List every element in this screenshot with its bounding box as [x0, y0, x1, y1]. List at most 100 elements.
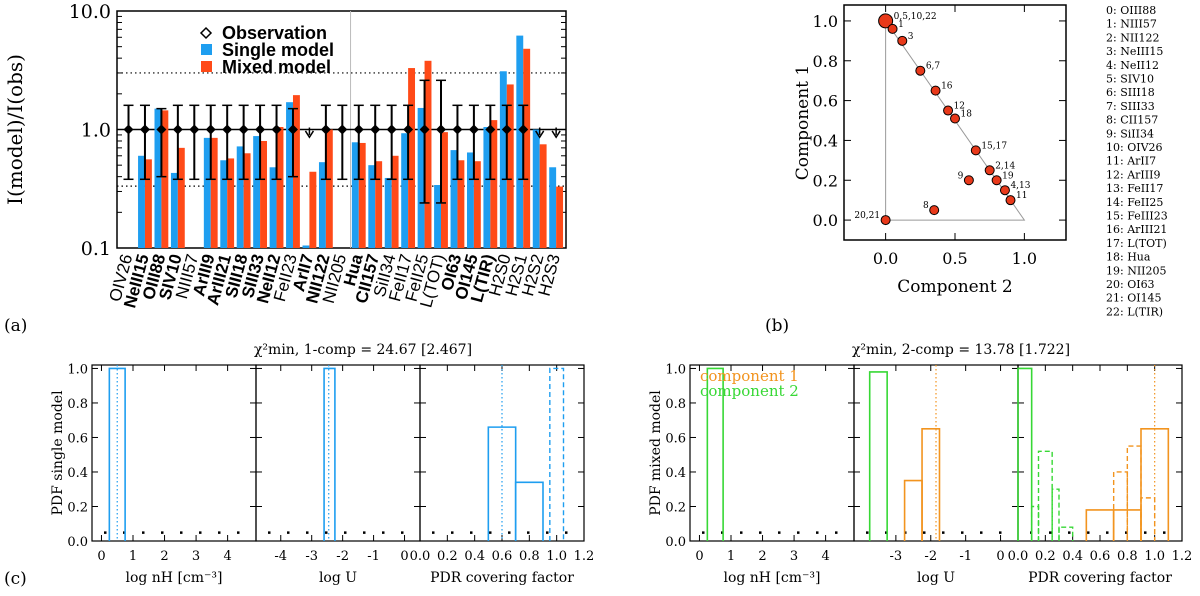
bar-mixed-NII122 — [325, 129, 333, 248]
y-tick-label: 0.0 — [665, 535, 686, 550]
y-tick-label: 0.2 — [665, 500, 686, 515]
x-tick-label: -1 — [367, 549, 380, 564]
panel-c-left-chart: PDF single model χ²min, 1-comp = 24.67 [2… — [50, 342, 594, 586]
obs-marker-L(TOT) — [436, 124, 447, 135]
x-tick-label: 3 — [192, 549, 200, 564]
species-list-item: 11: ArII7 — [1106, 155, 1156, 168]
y-tick-label: 0.0 — [67, 535, 88, 550]
y-tick-label: 0.8 — [813, 52, 838, 71]
point-15,17 — [970, 145, 981, 156]
sample-dot — [778, 531, 781, 534]
x-tick-label: 0.8 — [519, 549, 540, 564]
y-tick-label: 0.2 — [67, 500, 88, 515]
point-label: 1 — [898, 20, 904, 30]
sample-dot — [470, 531, 473, 534]
chi2-title: χ²min, 2-comp = 13.78 [1.722] — [852, 342, 1070, 358]
species-list-item: 16: ArIII21 — [1106, 223, 1167, 236]
histogram-bin-dashed — [1037, 450, 1053, 541]
bar-mixed-ArIII21 — [227, 158, 235, 248]
x-tick-label: 3 — [790, 549, 798, 564]
obs-marker-OIV26 — [123, 124, 134, 135]
y-tick-label: 0.4 — [813, 131, 838, 150]
legend-mixed-label: Mixed model — [222, 57, 331, 77]
sample-dot — [123, 531, 126, 534]
bar-single-OI145 — [466, 152, 474, 248]
point-label: 3 — [908, 32, 914, 42]
point-12 — [943, 105, 954, 116]
point-label: 6,7 — [926, 62, 941, 72]
x-tick-label: 4 — [223, 549, 231, 564]
upper-limit-arrowhead — [304, 130, 315, 139]
obs-marker-H2S0 — [501, 124, 512, 135]
bar-single-L(TOT) — [434, 185, 442, 248]
obs-marker-OI145 — [468, 124, 479, 135]
sample-dot — [1087, 531, 1090, 534]
panel-label-c: (c) — [4, 569, 27, 589]
y-tick-label: 0.8 — [665, 397, 686, 412]
point-20,21 — [880, 215, 891, 226]
bar-mixed-SIII33 — [260, 140, 267, 248]
point-19 — [991, 175, 1002, 186]
x-axis-label: PDR covering factor — [1028, 570, 1172, 586]
sample-dot — [740, 531, 743, 534]
sample-dot — [797, 531, 800, 534]
y-tick-label: 1.0 — [813, 12, 838, 31]
x-axis-label: log U — [917, 570, 955, 586]
legend-obs-label: Observation — [222, 23, 327, 43]
y-tick-label: 10.0 — [69, 1, 111, 23]
point-label: 16 — [941, 82, 953, 92]
bar-single-H2S2 — [532, 129, 540, 248]
x-axis-label: log U — [319, 570, 357, 586]
bar-single-SIV10 — [170, 172, 178, 248]
sample-dot — [866, 531, 869, 534]
species-list-item: 13: FeII17 — [1106, 182, 1163, 195]
x-tick-label: 0.6 — [1090, 549, 1111, 564]
legend-obs-marker — [199, 26, 213, 40]
bar-mixed-ArIII9 — [210, 137, 218, 248]
obs-marker-FeII17 — [403, 124, 414, 135]
bar-single-H2S3 — [549, 167, 557, 248]
histogram-bin — [514, 481, 544, 541]
point-0,5,10,22 — [878, 13, 894, 29]
point-11 — [1005, 195, 1016, 206]
species-list-item: 2: NII122 — [1106, 31, 1160, 44]
sample-dot — [268, 531, 271, 534]
panel-label-b: (b) — [765, 316, 789, 336]
sample-dot — [546, 531, 549, 534]
legend-component-1: component 1 — [700, 367, 799, 385]
sample-dot — [237, 531, 240, 534]
species-list-item: 1: NIII57 — [1106, 18, 1157, 31]
point-label: 8 — [923, 201, 929, 211]
sample-dot — [451, 531, 454, 534]
x-axis-label: log nH [cm⁻³] — [125, 570, 222, 586]
point-label: 0,5,10,22 — [894, 12, 937, 22]
bar-mixed-OI63 — [457, 160, 465, 248]
y-tick-label: 1.0 — [81, 120, 111, 142]
species-list-item: 15: FeIII23 — [1106, 210, 1168, 223]
bar-mixed-SIII18 — [243, 153, 251, 248]
histogram-bin-dashed — [1126, 445, 1142, 541]
histogram-bin-dashed — [549, 367, 565, 541]
species-list-item: 18: Hua — [1106, 251, 1151, 264]
histogram-bin-dashed — [1051, 488, 1060, 541]
upper-limit-arrowhead — [535, 130, 545, 139]
x-tick-label: 0.2 — [1035, 549, 1056, 564]
histogram-bin — [1017, 367, 1033, 541]
bar-mixed-NeIII15 — [144, 159, 152, 248]
legend-mixed-swatch — [201, 61, 212, 72]
x-tick-label: 0.8 — [1117, 549, 1138, 564]
sample-dot — [325, 531, 328, 534]
x-axis-label: PDR covering factor — [430, 570, 574, 586]
obs-marker-L(TIR) — [485, 124, 496, 135]
bar-single-H2S1 — [516, 35, 524, 248]
x-tick-label: 1.0 — [1012, 249, 1037, 268]
obs-marker-ArIII9 — [205, 124, 216, 135]
histogram-bin — [487, 426, 517, 541]
bar-single-Hua — [351, 142, 359, 248]
species-list-item: 19: NII205 — [1106, 264, 1167, 277]
sample-dot — [142, 531, 145, 534]
point-label: 2,14 — [995, 161, 1015, 171]
y-tick-label: 0.4 — [665, 466, 686, 481]
sample-dot — [759, 531, 762, 534]
